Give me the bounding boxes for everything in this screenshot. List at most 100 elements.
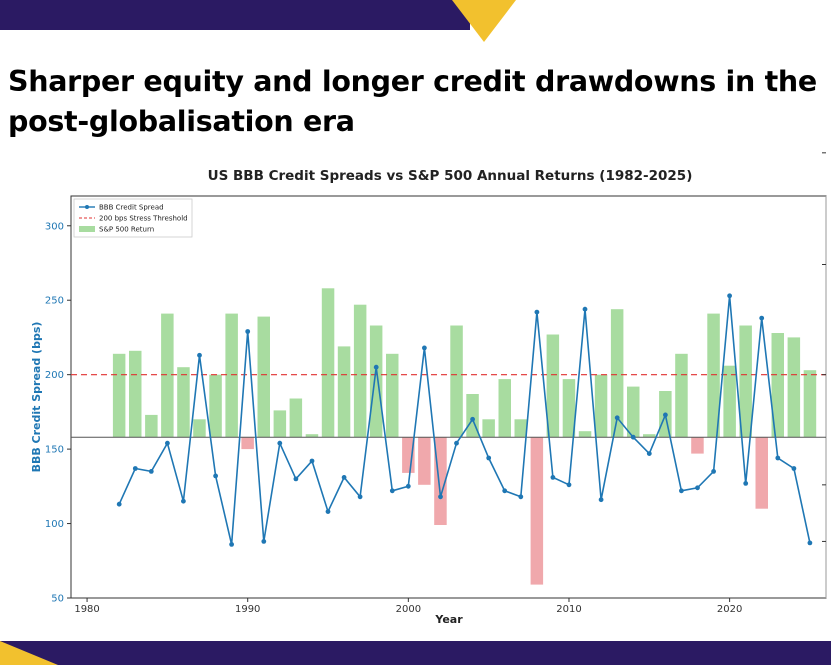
spread-point: [582, 306, 588, 312]
legend-label-returns: S&P 500 Return: [99, 226, 154, 234]
spread-point: [213, 473, 219, 479]
return-bar: [562, 379, 576, 438]
spread-point: [357, 494, 363, 500]
top-banner-bar: [0, 0, 470, 30]
return-bar: [225, 313, 238, 438]
return-bar: [546, 334, 560, 438]
return-bar: [418, 437, 431, 485]
y-axis-ticks: 50 100 150 200 250 300: [45, 221, 71, 605]
return-bar: [450, 325, 463, 438]
spread-point: [711, 469, 716, 474]
y-tick-label: 50: [51, 594, 64, 605]
spread-point: [422, 345, 427, 351]
y-tick-label: 150: [45, 445, 64, 456]
legend-marker-swatch: [85, 205, 89, 209]
y-tick-label: 250: [45, 296, 64, 307]
return-bar: [739, 325, 752, 438]
spread-point: [486, 455, 492, 461]
return-bar: [353, 304, 367, 438]
spread-point: [373, 364, 379, 370]
spread-markers: [116, 293, 813, 547]
return-bar: [161, 313, 174, 438]
legend-label-spread: BBB Credit Spread: [99, 204, 164, 212]
return-bar: [498, 379, 511, 438]
spread-point: [550, 475, 556, 480]
y-tick-label: 200: [45, 370, 64, 381]
y-axis-label: BBB Credit Spread (bps): [30, 322, 43, 473]
spread-point: [165, 440, 170, 446]
x-tick-label: 1980: [74, 604, 99, 615]
spread-point: [389, 488, 395, 494]
return-bar: [257, 316, 270, 438]
return-bar: [193, 419, 206, 438]
spread-point: [534, 309, 540, 315]
return-bar: [691, 437, 704, 454]
x-tick-label: 1990: [235, 604, 260, 615]
spread-point: [245, 329, 251, 334]
return-bar: [723, 365, 736, 438]
spread-point: [791, 466, 797, 471]
return-bar: [643, 434, 656, 438]
return-bar: [321, 288, 335, 438]
spread-point: [325, 509, 331, 514]
return-bar: [305, 434, 319, 438]
spread-point: [663, 412, 668, 418]
spread-point: [309, 458, 315, 464]
plot-area: [70, 195, 827, 599]
spread-point: [132, 466, 138, 471]
return-bar: [337, 346, 351, 438]
return-bar: [241, 437, 254, 450]
spread-point: [438, 494, 443, 500]
right-axis-ticks: [822, 152, 826, 542]
return-bar: [514, 419, 527, 438]
return-bar: [482, 419, 495, 438]
return-bar: [273, 410, 287, 438]
spread-point: [229, 542, 235, 547]
return-bar: [675, 353, 688, 438]
spread-point: [630, 434, 636, 440]
spread-point: [614, 415, 620, 421]
bottom-banner-bar: [0, 641, 831, 665]
spread-point: [759, 315, 765, 321]
return-bar: [530, 437, 544, 585]
chart-title: US BBB Credit Spreads vs S&P 500 Annual …: [208, 168, 693, 184]
chart: US BBB Credit Spreads vs S&P 500 Annual …: [30, 152, 827, 626]
spread-point: [518, 494, 524, 500]
spread-line: [118, 295, 811, 545]
spread-point: [566, 482, 572, 488]
spread-point: [116, 501, 122, 507]
bottom-yellow-corner: [0, 641, 58, 665]
spread-point: [695, 485, 700, 491]
spread-point: [277, 440, 283, 446]
return-bar: [594, 374, 608, 438]
return-bar: [289, 398, 303, 438]
spread-point: [181, 498, 186, 504]
return-bar: [177, 367, 190, 438]
spread-point: [727, 293, 732, 299]
legend-bar-swatch: [79, 226, 95, 232]
legend: BBB Credit Spread 200 bps Stress Thresho…: [73, 198, 193, 238]
spread-point: [502, 488, 508, 494]
spread-point: [261, 539, 267, 544]
return-bar: [803, 370, 817, 438]
spread-point: [743, 481, 749, 486]
return-bar: [129, 350, 142, 438]
spread-point: [775, 455, 781, 461]
return-bar: [627, 386, 640, 438]
spread-point: [454, 440, 459, 446]
y-tick-label: 100: [45, 519, 64, 530]
return-bar: [209, 374, 222, 438]
return-bar: [386, 353, 399, 438]
return-bar: [578, 431, 592, 438]
spread-point: [405, 483, 411, 489]
x-tick-label: 2020: [717, 604, 742, 615]
spread-point: [293, 476, 299, 482]
x-axis-label: Year: [434, 613, 463, 626]
spread-point: [679, 488, 684, 494]
y-tick-label: 300: [45, 221, 64, 232]
spread-point: [598, 497, 604, 503]
x-axis-ticks: 1980 1990 2000 2010 2020: [74, 598, 742, 615]
return-bars: [112, 288, 817, 585]
spread-point: [646, 451, 652, 456]
return-bar: [610, 309, 624, 438]
